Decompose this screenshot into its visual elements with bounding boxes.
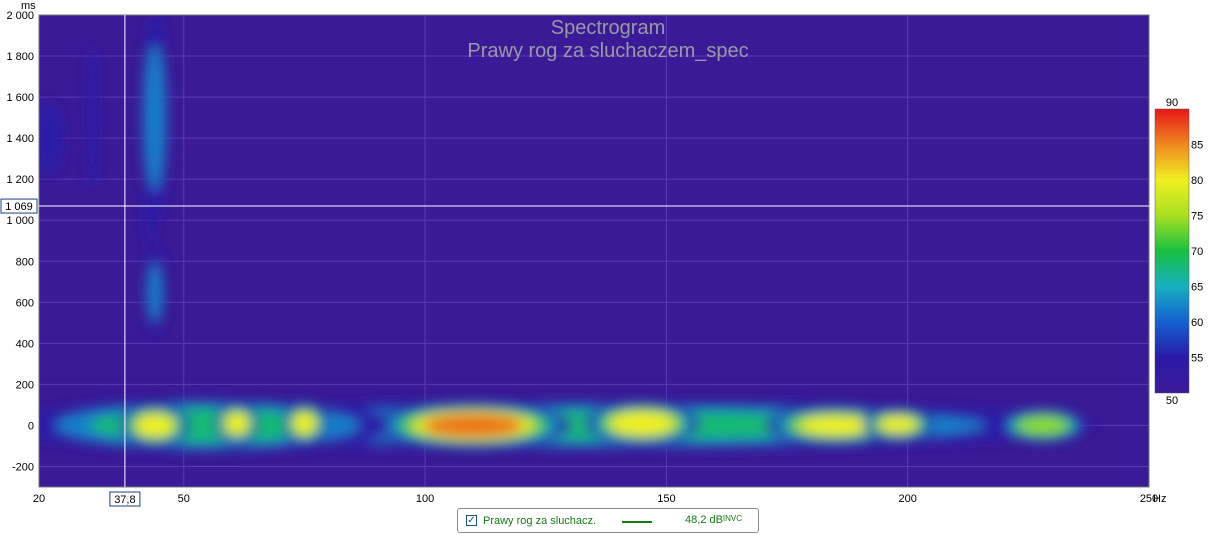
- plot-border: [38, 14, 1150, 488]
- y-axis-unit: ms: [21, 0, 36, 12]
- legend-series-line: [622, 521, 652, 523]
- x-tick-label-4: 200: [899, 493, 917, 505]
- colorbar-tick-4: 75: [1191, 211, 1203, 223]
- cursor[interactable]: 1 069 37,8: [0, 15, 1149, 507]
- heat-blob-9-4: [225, 413, 248, 434]
- x-tick-label-2: 100: [416, 493, 434, 505]
- x-tick-label-5: 250: [1140, 493, 1158, 505]
- y-tick-label-5: 800: [16, 256, 34, 268]
- heat-blob-14-4: [610, 411, 675, 435]
- heat-blob-8-3: [1018, 415, 1068, 435]
- colorbar-min-label: 50: [1166, 395, 1178, 407]
- x-tick-label-0: 20: [33, 493, 45, 505]
- y-tick-label-7: 1 200: [6, 174, 34, 186]
- colorbar-tick-1: 60: [1191, 317, 1203, 329]
- y-tick-label-8: 1 400: [6, 133, 34, 145]
- heat-blob-10-4: [293, 413, 316, 434]
- heat-blob-13-4: [879, 416, 917, 433]
- colorbar-ticks: 90 50 55 60 65 70 75 80 85: [1166, 97, 1203, 407]
- cursor-y-readout: 1 069: [5, 201, 33, 213]
- heatmap-area: [39, 15, 1095, 453]
- heat-blob-0-0: [86, 42, 98, 193]
- y-tick-label-3: 400: [16, 338, 34, 350]
- cursor-x-readout: 37,8: [114, 494, 135, 506]
- legend-value-suffix: INVC: [722, 514, 743, 523]
- heat-blob-2-0: [39, 102, 65, 175]
- x-tick-label-3: 150: [657, 493, 675, 505]
- heat-blob-3-1: [147, 262, 162, 322]
- colorbar-max-label: 90: [1166, 97, 1178, 109]
- colorbar-tick-2: 65: [1191, 282, 1203, 294]
- chart-title: Spectrogram: [551, 17, 666, 39]
- heat-blob-12-4: [136, 414, 174, 437]
- y-tick-label-6: 1 000: [6, 215, 34, 227]
- y-tick-label-1: 0: [28, 420, 34, 432]
- colorbar-tick-3: 70: [1191, 246, 1203, 258]
- y-tick-label-11: 2 000: [6, 10, 34, 22]
- y-tick-label-4: 600: [16, 297, 34, 309]
- legend-value: 48,2 dBINVC: [685, 514, 742, 526]
- legend-series-name: Prawy rog za sluchacz.: [483, 515, 597, 527]
- heat-blob-15-5: [423, 413, 524, 437]
- colorbar-tick-6: 85: [1191, 140, 1203, 152]
- legend-value-number: 48,2 dB: [685, 514, 723, 526]
- y-tick-label-9: 1 600: [6, 92, 34, 104]
- heat-blob-4-1: [144, 45, 165, 191]
- y-tick-label-0: -200: [12, 461, 34, 473]
- colorbar-tick-0: 55: [1191, 353, 1203, 365]
- legend: ✓ Prawy rog za sluchacz. 48,2 dBINVC: [457, 508, 759, 533]
- colorbar: [1154, 108, 1190, 394]
- x-axis-unit: Hz: [1153, 493, 1166, 505]
- y-axis: -200 0 200 400 600 800 1 000 1 200 1 400 1 600 1 8…: [6, 10, 34, 473]
- x-tick-label-1: 50: [178, 493, 190, 505]
- heat-blob-11-4: [799, 416, 871, 435]
- x-axis: 20 50 100 150 200 250: [33, 493, 1158, 505]
- y-tick-label-10: 1 800: [6, 51, 34, 63]
- cursor-x-readout-box: [109, 491, 141, 507]
- chart-subtitle: Prawy rog za sluchaczem_spec: [467, 40, 748, 62]
- colorbar-tick-5: 80: [1191, 175, 1203, 187]
- cursor-y-readout-box: [0, 198, 38, 214]
- y-tick-label-2: 200: [16, 379, 34, 391]
- legend-checkbox[interactable]: ✓: [466, 515, 477, 526]
